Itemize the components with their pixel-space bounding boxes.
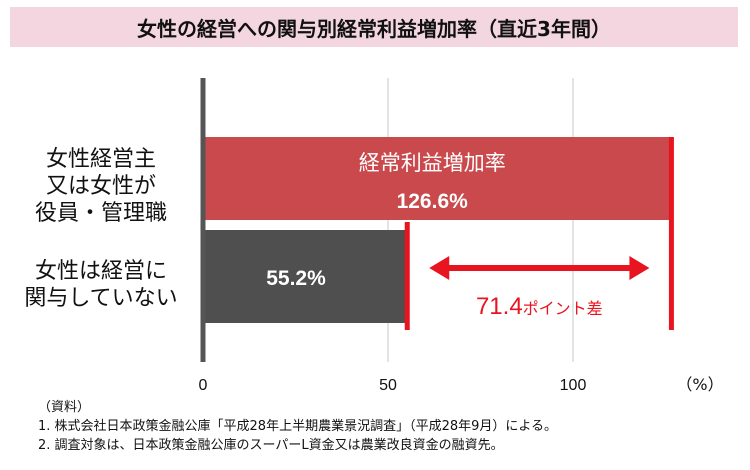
note-line-1: 1. 株式会社日本政策金融公庫「平成28年上半期農業景況調査」（平成28年9月）…: [38, 419, 558, 434]
difference-annotation-value: 71.4: [476, 293, 523, 320]
difference-arrow-left-head: [429, 256, 450, 280]
category-label-female-management: 女性経営主 又は女性が 役員・管理職: [34, 147, 167, 226]
notes-header: （資料）: [38, 400, 91, 415]
bar-1: [203, 230, 408, 323]
difference-arrow-right-head: [629, 256, 650, 280]
difference-annotation: 71.4ポイント差: [476, 293, 603, 320]
x-axis-unit-label: （%）: [676, 375, 723, 394]
bar-0: [203, 137, 672, 220]
x-tick-label-100: 100: [560, 377, 587, 394]
data-label-bar-1: 55.2%: [266, 267, 326, 290]
x-tick-label-50: 50: [379, 377, 397, 394]
series-name-label: 経常利益増加率: [359, 151, 506, 175]
note-line-2: 2. 調査対象は、日本政策金融公庫のスーパーL資金又は農業改良資金の融資先。: [38, 438, 504, 453]
x-tick-label-0: 0: [199, 377, 208, 394]
category-label-no-female-involvement: 女性は経営に 関与していない: [24, 259, 178, 311]
data-label-bar-0: 126.6%: [397, 190, 469, 213]
bar-chart: 経常利益増加率 126.6% 55.2% 71.4ポイント差 0 50 100 （%）: [199, 78, 724, 394]
source-notes: （資料） 1. 株式会社日本政策金融公庫「平成28年上半期農業景況調査」（平成2…: [38, 398, 557, 455]
chart-title-bar: 女性の経営への関与別経常利益増加率（直近3年間）: [10, 7, 738, 47]
difference-annotation-suffix: ポイント差: [523, 300, 603, 318]
chart-title: 女性の経営への関与別経常利益増加率（直近3年間）: [137, 16, 611, 41]
